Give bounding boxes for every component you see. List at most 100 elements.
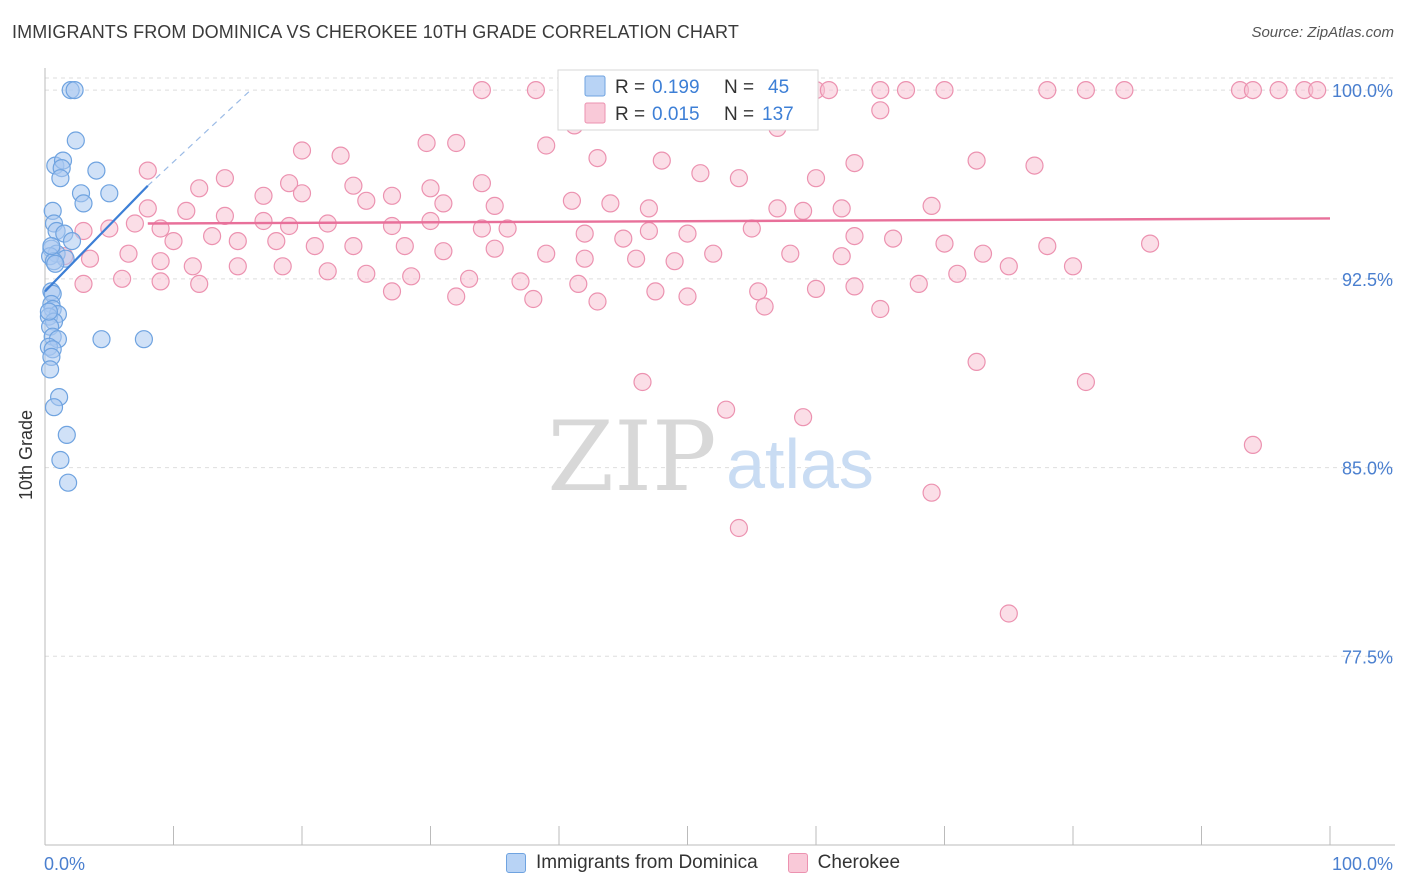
point-cherokee bbox=[434, 194, 453, 213]
point-cherokee bbox=[421, 179, 440, 198]
point-cherokee bbox=[729, 518, 749, 538]
point-cherokee bbox=[228, 257, 247, 276]
point-cherokee bbox=[537, 136, 556, 155]
point-cherokee bbox=[151, 252, 170, 271]
legend-swatch-pink bbox=[584, 102, 606, 124]
point-dominica bbox=[87, 161, 106, 180]
trend-line-dominica-extension bbox=[147, 89, 252, 187]
point-cherokee bbox=[1076, 80, 1096, 100]
point-cherokee bbox=[716, 400, 736, 419]
point-cherokee bbox=[447, 287, 466, 306]
point-cherokee bbox=[569, 274, 588, 293]
point-cherokee bbox=[845, 277, 864, 296]
point-cherokee bbox=[254, 211, 273, 231]
point-cherokee bbox=[871, 101, 890, 120]
trend-line-dominica bbox=[44, 184, 149, 293]
point-cherokee bbox=[768, 199, 787, 218]
point-cherokee bbox=[883, 229, 903, 248]
point-cherokee bbox=[1025, 156, 1044, 175]
point-cherokee bbox=[1243, 80, 1263, 100]
legend-swatch-dominica bbox=[505, 853, 526, 873]
point-cherokee bbox=[845, 154, 864, 173]
point-cherokee bbox=[562, 191, 582, 210]
zipatlas-watermark: ZIP atlas bbox=[547, 401, 874, 513]
point-cherokee bbox=[922, 196, 941, 215]
point-cherokee bbox=[729, 169, 749, 188]
point-cherokee bbox=[138, 199, 157, 218]
point-dominica bbox=[57, 425, 76, 444]
series-legend: Immigrants from Dominica Cherokee bbox=[0, 852, 1406, 874]
point-cherokee bbox=[280, 216, 299, 236]
point-cherokee bbox=[357, 191, 376, 210]
point-cherokee bbox=[382, 186, 402, 205]
point-cherokee bbox=[215, 206, 234, 225]
y-tick-label: 85.0% bbox=[1342, 459, 1393, 479]
point-cherokee bbox=[151, 272, 170, 291]
legend-n-label-1: N = bbox=[724, 77, 754, 98]
point-cherokee bbox=[421, 211, 440, 231]
point-cherokee bbox=[305, 237, 324, 256]
point-cherokee bbox=[1076, 372, 1096, 392]
point-cherokee bbox=[526, 80, 546, 100]
point-dominica bbox=[44, 398, 64, 417]
point-cherokee bbox=[183, 257, 202, 276]
axes-layer: 77.5% 85.0% 92.5% 100.0% 0.0% 100.0% bbox=[44, 68, 1395, 874]
point-cherokee bbox=[691, 164, 710, 183]
point-cherokee bbox=[292, 141, 312, 160]
point-cherokee bbox=[1063, 257, 1083, 276]
stats-legend: R = 0.199 N = 45 R = 0.015 N = 137 bbox=[557, 69, 819, 131]
point-cherokee bbox=[112, 269, 132, 288]
point-cherokee bbox=[382, 216, 402, 236]
chart-title: IMMIGRANTS FROM DOMINICA VS CHEROKEE 10T… bbox=[12, 22, 739, 42]
point-cherokee bbox=[74, 274, 93, 293]
point-cherokee bbox=[948, 264, 967, 283]
point-cherokee bbox=[537, 244, 556, 263]
legend-n-label-2: N = bbox=[724, 104, 754, 125]
point-cherokee bbox=[1038, 237, 1057, 256]
point-cherokee bbox=[292, 184, 312, 203]
point-cherokee bbox=[922, 483, 941, 502]
point-cherokee bbox=[742, 219, 761, 238]
legend-r-label-1: R = bbox=[615, 77, 645, 98]
point-cherokee bbox=[215, 169, 234, 188]
point-cherokee bbox=[280, 174, 299, 193]
point-cherokee bbox=[177, 201, 196, 220]
point-cherokee bbox=[119, 244, 138, 263]
point-cherokee bbox=[190, 274, 209, 293]
point-dominica bbox=[66, 131, 85, 150]
point-cherokee bbox=[74, 221, 93, 241]
point-cherokee bbox=[935, 80, 954, 100]
point-cherokee bbox=[588, 149, 607, 168]
point-cherokee bbox=[832, 199, 851, 218]
y-tick-label: 77.5% bbox=[1342, 647, 1393, 667]
point-dominica bbox=[92, 330, 111, 349]
point-cherokee bbox=[832, 247, 851, 266]
point-cherokee bbox=[402, 267, 421, 286]
point-cherokee bbox=[417, 133, 436, 153]
point-cherokee bbox=[434, 242, 453, 261]
point-dominica bbox=[134, 330, 153, 349]
point-cherokee bbox=[819, 80, 839, 100]
point-cherokee bbox=[344, 237, 363, 256]
point-cherokee bbox=[967, 151, 986, 170]
point-cherokee bbox=[138, 161, 157, 180]
point-cherokee bbox=[395, 237, 414, 256]
point-dominica bbox=[74, 194, 93, 213]
point-cherokee bbox=[781, 244, 800, 263]
point-cherokee bbox=[652, 151, 671, 170]
point-cherokee bbox=[806, 169, 826, 188]
point-dominica bbox=[51, 450, 70, 470]
watermark-atlas: atlas bbox=[726, 425, 874, 503]
point-cherokee bbox=[646, 282, 665, 301]
point-cherokee bbox=[575, 249, 594, 268]
legend-r-label-2: R = bbox=[615, 104, 645, 125]
point-cherokee bbox=[967, 352, 986, 371]
legend-item-cherokee: Cherokee bbox=[787, 852, 900, 874]
point-cherokee bbox=[909, 274, 928, 293]
point-cherokee bbox=[228, 232, 247, 251]
point-cherokee bbox=[639, 199, 659, 218]
point-dominica bbox=[39, 302, 59, 321]
grid-layer bbox=[45, 77, 1395, 657]
point-cherokee bbox=[633, 372, 652, 392]
